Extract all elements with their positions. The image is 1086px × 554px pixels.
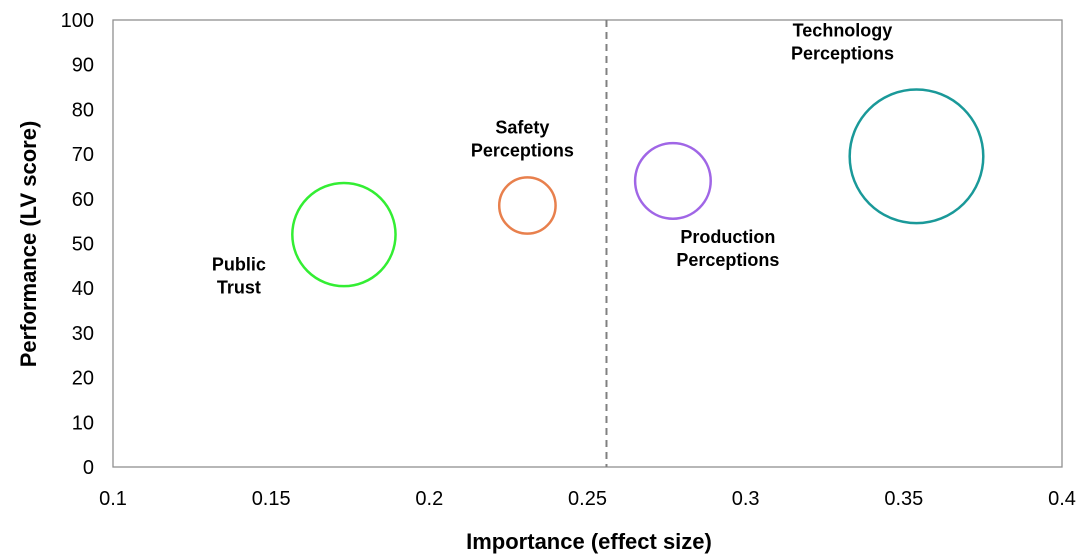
point-label: Perceptions [471, 140, 574, 160]
y-tick-label: 10 [72, 412, 94, 434]
y-tick-label: 20 [72, 368, 94, 390]
x-axis-title: Importance (effect size) [466, 529, 712, 554]
bubble [497, 176, 557, 235]
x-tick-label: 0.4 [1048, 488, 1076, 510]
x-tick-label: 0.1 [99, 488, 127, 510]
y-axis-title: Performance (LV score) [16, 121, 41, 368]
y-tick-label: 60 [72, 189, 94, 211]
point-label: Perceptions [676, 250, 779, 270]
y-tick-label: 70 [72, 144, 94, 166]
bubble [848, 88, 985, 225]
bubble [633, 141, 712, 220]
y-axis-ticks: 0 10 20 30 40 50 60 70 80 90 100 [61, 10, 94, 479]
y-tick-label: 90 [72, 55, 94, 77]
point-label: Trust [217, 278, 261, 298]
bubble [291, 181, 397, 288]
y-tick-label: 80 [72, 99, 94, 121]
y-tick-label: 40 [72, 278, 94, 300]
x-tick-label: 0.2 [415, 488, 443, 510]
x-tick-label: 0.25 [568, 488, 607, 510]
point-label: Public [212, 255, 266, 275]
point-label: Production [680, 227, 775, 247]
point-label: Technology [793, 21, 893, 41]
y-tick-label: 100 [61, 10, 94, 32]
y-tick-label: 0 [83, 457, 94, 479]
x-tick-label: 0.3 [732, 488, 760, 510]
x-axis-ticks: 0.1 0.15 0.2 0.25 0.3 0.35 0.4 [99, 488, 1076, 510]
y-tick-label: 50 [72, 234, 94, 256]
point-labels: Public Trust Safety Perceptions Production Pe… [212, 21, 894, 298]
x-tick-label: 0.15 [252, 488, 291, 510]
point-label: Safety [495, 117, 549, 137]
y-tick-label: 30 [72, 323, 94, 345]
plot-area [112, 19, 1063, 468]
point-label: Perceptions [791, 44, 894, 64]
x-tick-label: 0.35 [884, 488, 923, 510]
bubbles [291, 88, 985, 288]
